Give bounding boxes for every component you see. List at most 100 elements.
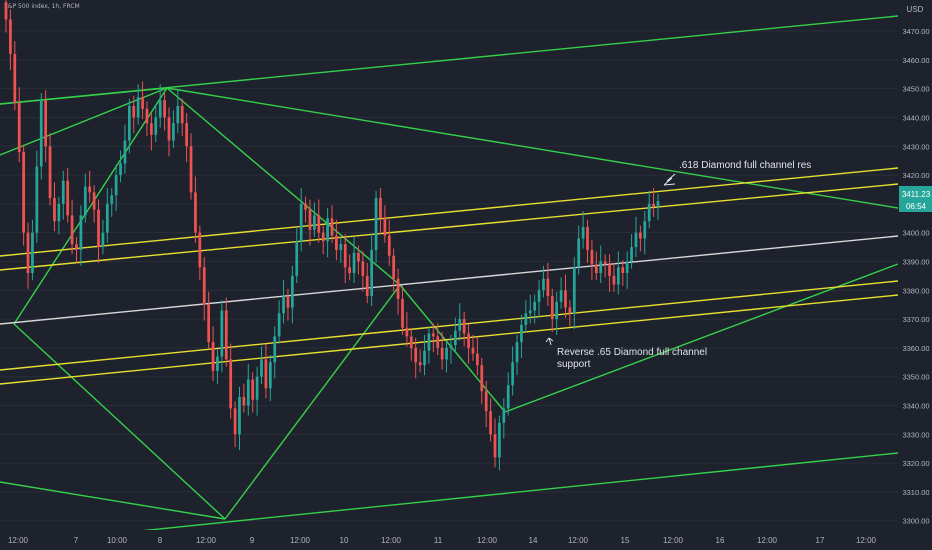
candle — [533, 301, 537, 311]
candle — [282, 296, 285, 314]
candle — [57, 203, 61, 222]
time-axis-bg — [0, 530, 932, 550]
price-tick-label: 3390.00 — [902, 257, 929, 266]
candle — [44, 100, 48, 147]
candle — [639, 232, 642, 239]
candle — [599, 261, 603, 273]
candle — [559, 290, 563, 302]
candle — [17, 103, 21, 153]
annotation-resistance: .618 Diamond full channel res — [679, 160, 811, 171]
candle — [216, 356, 219, 371]
candle — [150, 123, 153, 135]
candle — [352, 252, 356, 273]
candle — [48, 146, 52, 199]
candle — [189, 146, 193, 193]
candle — [242, 396, 246, 406]
candle — [343, 244, 347, 268]
candle — [61, 180, 65, 204]
candle — [577, 238, 581, 268]
candle — [396, 278, 400, 299]
price-tick-label: 3310.00 — [902, 488, 929, 497]
candle — [401, 298, 404, 328]
candle — [374, 198, 378, 250]
price-tick-label: 3420.00 — [902, 171, 929, 180]
candle — [418, 362, 422, 366]
candle — [608, 264, 611, 276]
trend-line — [0, 235, 899, 325]
candle — [233, 408, 237, 435]
candle — [462, 319, 466, 334]
candle — [330, 218, 334, 236]
trend-line — [0, 294, 899, 385]
candle — [357, 252, 360, 262]
arrow-icon — [545, 337, 554, 346]
candle — [313, 215, 316, 230]
candle — [141, 97, 144, 109]
time-tick-label: 14 — [529, 536, 538, 545]
candle — [586, 226, 589, 250]
trend-line — [399, 284, 506, 413]
grid — [0, 30, 898, 522]
trend-line — [166, 87, 401, 286]
price-tick-label: 3460.00 — [902, 56, 929, 65]
currency-label: USD — [907, 5, 924, 14]
candle — [480, 365, 484, 392]
candle — [127, 105, 131, 141]
time-tick-label: 15 — [621, 536, 630, 545]
price-tick-label: 3370.00 — [902, 315, 929, 324]
candle — [550, 296, 554, 320]
annotations: .618 Diamond full channel res Reverse .65… — [545, 160, 811, 370]
candle — [502, 408, 506, 423]
candle — [616, 267, 620, 285]
candle — [647, 203, 651, 222]
price-axis[interactable]: USD 3300.00 3310.00 3320.00 3330.00 3340.00 33… — [898, 0, 932, 550]
price-tick-label: 3400.00 — [902, 229, 929, 238]
candle — [70, 215, 74, 245]
price-tick-label: 3340.00 — [902, 402, 929, 411]
candle — [335, 235, 338, 250]
candle — [590, 249, 594, 265]
candle — [528, 310, 532, 314]
candles — [4, 0, 660, 471]
candle — [35, 166, 39, 233]
candle — [498, 422, 501, 458]
candle — [634, 232, 638, 248]
countdown-label: 06:54 — [906, 202, 927, 211]
price-tick-label: 3380.00 — [902, 286, 929, 295]
time-axis[interactable]: 12:00 7 10:00 8 12:00 9 12:00 10 12:00 11 12:00 14 1… — [0, 530, 932, 550]
candle — [594, 264, 598, 273]
drawing-lines — [0, 15, 899, 534]
candle — [110, 195, 114, 204]
candle — [555, 301, 559, 320]
candle — [542, 278, 545, 291]
candle — [546, 278, 550, 297]
candle — [4, 2, 8, 20]
price-tick-label: 3440.00 — [902, 113, 929, 122]
candle — [290, 275, 294, 308]
time-tick-label: 11 — [434, 536, 443, 545]
candle — [365, 275, 369, 297]
candle — [83, 186, 87, 216]
candle — [339, 244, 343, 250]
candle — [326, 218, 329, 242]
annotation-support-2: support — [557, 359, 591, 370]
candle — [405, 327, 409, 337]
candle — [119, 163, 122, 176]
candle — [427, 333, 431, 351]
candle — [511, 362, 514, 386]
price-tick-label: 3470.00 — [902, 27, 929, 36]
annotation-support: Reverse .65 Diamond full channel — [557, 347, 707, 358]
candle — [92, 192, 96, 210]
candle — [145, 108, 149, 124]
candle — [449, 345, 453, 348]
candle — [273, 336, 277, 363]
candle — [630, 247, 633, 262]
candle — [652, 203, 655, 207]
candle — [625, 261, 629, 273]
candle — [180, 105, 184, 124]
candle — [176, 105, 180, 124]
symbol-label: S&P 500 index, 1h, FRCM — [4, 3, 80, 10]
time-tick-label: 12:00 — [290, 536, 311, 545]
price-tick-label: 3360.00 — [902, 344, 929, 353]
